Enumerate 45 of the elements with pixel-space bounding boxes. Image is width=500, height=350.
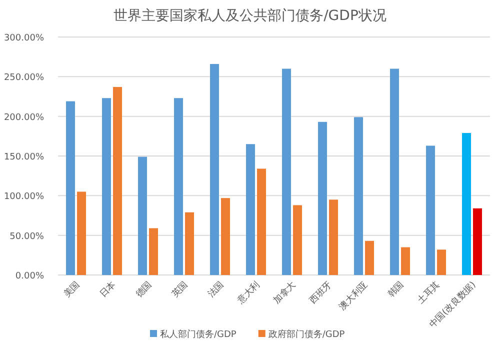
bar — [246, 144, 255, 275]
bar — [174, 98, 183, 275]
x-tick-label: 韩国 — [386, 279, 406, 300]
bar — [210, 64, 219, 275]
bar — [113, 86, 122, 275]
bar — [462, 132, 471, 275]
x-tick-label: 美国 — [62, 279, 82, 300]
bar — [354, 117, 363, 275]
y-tick-label: 100.00% — [4, 192, 44, 202]
y-tick-label: 250.00% — [4, 73, 44, 84]
bar — [318, 122, 327, 275]
bar — [102, 98, 111, 275]
bar — [257, 168, 266, 275]
x-tick-label: 西班牙 — [307, 279, 334, 306]
bar — [390, 68, 399, 275]
bar — [401, 247, 410, 275]
bar — [293, 205, 302, 275]
x-tick-label: 英国 — [170, 279, 190, 300]
bar — [437, 250, 446, 275]
bar — [329, 200, 338, 275]
x-tick-label: 日本 — [98, 279, 118, 300]
y-tick-label: 300.00% — [4, 34, 44, 44]
x-tick-label: 澳大利亚 — [336, 279, 370, 313]
bar — [138, 156, 147, 275]
chart-title: 世界主要国家私人及公共部门债务/GDP状况 — [114, 8, 386, 24]
bar — [221, 198, 230, 275]
y-tick-label: 50.00% — [10, 232, 44, 242]
x-tick-label: 意大利 — [234, 279, 262, 307]
x-tick-label: 德国 — [134, 279, 154, 300]
bar — [473, 208, 482, 275]
bar — [149, 228, 158, 275]
y-tick-label: 150.00% — [4, 152, 44, 162]
y-tick-label: 200.00% — [4, 112, 44, 123]
y-tick-label: 0.00% — [15, 272, 44, 282]
bar — [66, 101, 75, 275]
legend-label: 政府部门债务/GDP — [268, 329, 346, 340]
x-tick-label: 法国 — [206, 279, 226, 300]
bar — [185, 212, 194, 275]
x-tick-label: 加拿大 — [271, 279, 298, 306]
bar — [365, 240, 374, 275]
bar — [282, 68, 291, 275]
legend-label: 私人部门债务/GDP — [160, 329, 237, 340]
bar — [77, 192, 86, 275]
x-tick-label: 土耳其 — [415, 279, 442, 306]
bar — [426, 146, 435, 275]
